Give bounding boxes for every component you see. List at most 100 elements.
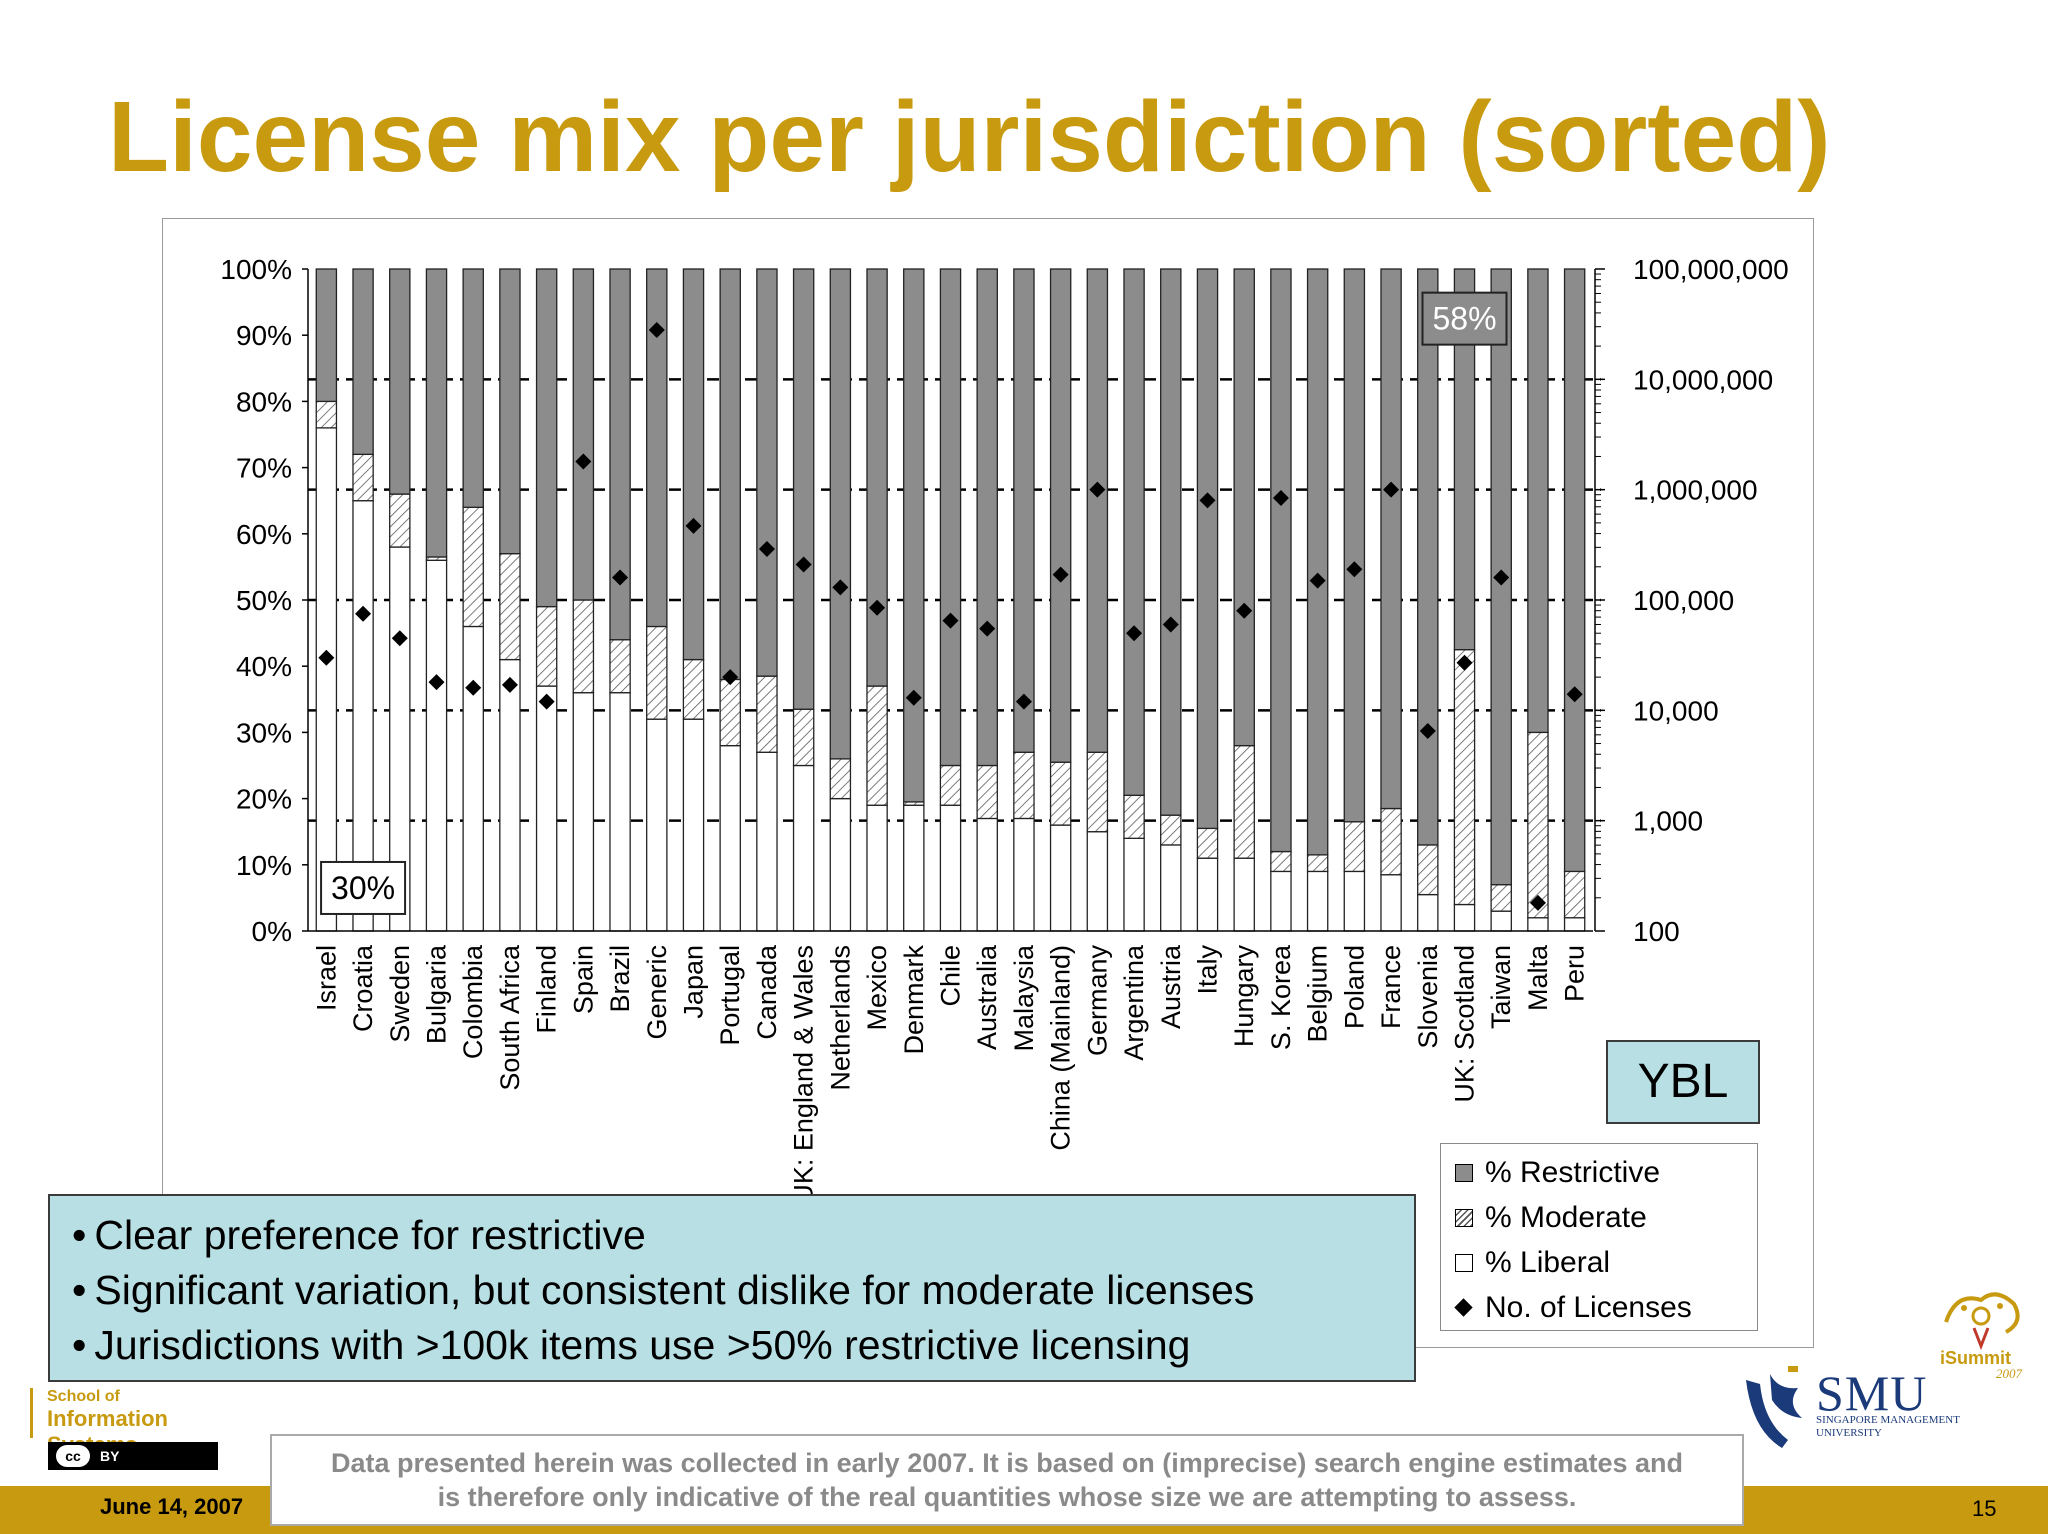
ybl-box: YBL — [1606, 1040, 1760, 1124]
bar-restrictive-31 — [1453, 268, 1476, 651]
legend-label-licenses: No. of Licenses — [1485, 1291, 1692, 1324]
bar-restrictive-2 — [389, 268, 411, 495]
smu-wordmark: SMU — [1816, 1365, 1928, 1421]
category-label-30: Slovenia — [1413, 944, 1443, 1049]
license-point-8 — [612, 569, 629, 586]
left-tick-label-10: 100% — [220, 254, 292, 285]
license-point-23 — [1162, 616, 1179, 633]
cc-by-badge: cc BY — [48, 1442, 218, 1470]
license-point-7 — [575, 453, 592, 470]
bar-liberal-33 — [1527, 917, 1549, 932]
disclaimer-line-2: is therefore only indicative of the real… — [437, 1482, 1577, 1512]
category-label-1: Croatia — [348, 944, 378, 1032]
license-point-14 — [832, 579, 849, 596]
license-point-32 — [1493, 569, 1510, 586]
bar-moderate-20 — [1049, 761, 1072, 826]
right-tick-label-2: 10,000 — [1633, 695, 1719, 726]
license-point-21 — [1089, 481, 1106, 498]
license-point-11 — [722, 669, 739, 686]
category-label-2: Sweden — [385, 945, 415, 1043]
license-point-29 — [1383, 481, 1400, 498]
legend-swatch-liberal — [1455, 1254, 1473, 1272]
category-label-20: China (Mainland) — [1046, 945, 1076, 1151]
category-label-12: Canada — [752, 944, 782, 1040]
bar-liberal-30 — [1417, 893, 1439, 932]
bar-moderate-2 — [389, 493, 411, 548]
legend-swatch-moderate — [1455, 1209, 1473, 1227]
license-point-1 — [355, 605, 372, 622]
bullet-point-1: Clear preference for restrictive — [72, 1208, 1414, 1263]
bar-moderate-10 — [682, 658, 705, 720]
legend-label-moderate: % Moderate — [1485, 1201, 1647, 1234]
bar-moderate-17 — [939, 764, 962, 806]
right-tick-label-5: 10,000,000 — [1633, 364, 1773, 395]
bar-liberal-17 — [939, 804, 962, 932]
bar-liberal-5 — [499, 658, 521, 932]
bar-restrictive-24 — [1196, 268, 1219, 830]
bar-moderate-26 — [1270, 850, 1292, 873]
left-tick-label-2: 20% — [236, 784, 292, 815]
bar-restrictive-26 — [1270, 268, 1292, 853]
bar-restrictive-15 — [866, 268, 888, 687]
bar-restrictive-10 — [682, 268, 705, 661]
license-point-13 — [795, 556, 812, 573]
category-label-6: Finland — [532, 945, 562, 1034]
bar-liberal-14 — [829, 797, 852, 932]
license-point-2 — [391, 630, 408, 647]
bar-restrictive-13 — [792, 268, 815, 710]
bar-moderate-22 — [1123, 794, 1145, 839]
bar-liberal-12 — [756, 751, 778, 932]
category-label-25: Hungary — [1229, 945, 1259, 1048]
disclaimer-line-1: Data presented herein was collected in e… — [330, 1448, 1684, 1478]
category-label-24: Italy — [1193, 945, 1223, 995]
category-label-7: Spain — [568, 945, 598, 1014]
bar-moderate-5 — [499, 553, 521, 661]
left-tick-label-3: 30% — [236, 717, 292, 748]
legend-label-liberal: % Liberal — [1485, 1246, 1611, 1279]
category-label-18: Australia — [972, 944, 1002, 1050]
category-label-28: Poland — [1339, 945, 1369, 1029]
legend-item-licenses: No. of Licenses — [1454, 1285, 1757, 1330]
license-point-18 — [979, 620, 996, 637]
bar-restrictive-6 — [535, 268, 558, 608]
bar-liberal-11 — [719, 744, 741, 932]
bar-liberal-25 — [1233, 857, 1255, 932]
footer-date: June 14, 2007 — [100, 1494, 244, 1519]
bar-liberal-8 — [609, 692, 631, 932]
bar-liberal-27 — [1306, 870, 1329, 932]
category-label-19: Malaysia — [1009, 944, 1039, 1052]
bar-restrictive-8 — [609, 268, 631, 641]
category-label-10: Japan — [679, 945, 709, 1019]
license-point-20 — [1052, 566, 1069, 583]
left-tick-label-8: 80% — [236, 386, 292, 417]
category-label-34: Peru — [1560, 945, 1590, 1002]
bar-moderate-7 — [572, 599, 595, 694]
bar-restrictive-7 — [572, 268, 595, 601]
bar-liberal-18 — [976, 817, 998, 932]
slide-title: License mix per jurisdiction (sorted) — [108, 81, 1831, 193]
bar-liberal-31 — [1453, 903, 1476, 932]
bar-restrictive-14 — [829, 268, 852, 760]
smu-full-name: SINGAPORE MANAGEMENT UNIVERSITY — [1816, 1414, 1960, 1439]
stacked-bar-chart: 0% 10% 20% 30% 40% 50% 60% 70% 80% 90% 100% 100 1,00… — [220, 254, 1788, 1204]
license-point-9 — [648, 321, 665, 338]
bar-moderate-8 — [609, 639, 631, 694]
bar-restrictive-28 — [1343, 268, 1366, 823]
license-point-24 — [1199, 492, 1216, 509]
bar-liberal-34 — [1563, 917, 1586, 932]
category-label-3: Bulgaria — [422, 944, 452, 1044]
bar-restrictive-9 — [646, 268, 668, 628]
bar-restrictive-34 — [1563, 268, 1586, 873]
category-label-31: UK: Scotland — [1450, 945, 1480, 1103]
license-point-5 — [501, 676, 518, 693]
bar-moderate-1 — [352, 453, 374, 502]
bar-liberal-3 — [425, 559, 448, 932]
bar-restrictive-5 — [499, 268, 521, 555]
bar-liberal-4 — [462, 625, 484, 932]
cc-by-label: BY — [100, 1448, 120, 1464]
bar-liberal-0 — [315, 427, 338, 932]
bar-liberal-6 — [535, 685, 558, 932]
chart-legend: % Restrictive % Moderate % Liberal No. o… — [1440, 1143, 1758, 1331]
key-findings-callout: Clear preference for restrictive Signifi… — [48, 1194, 1416, 1382]
bar-liberal-28 — [1343, 870, 1366, 932]
